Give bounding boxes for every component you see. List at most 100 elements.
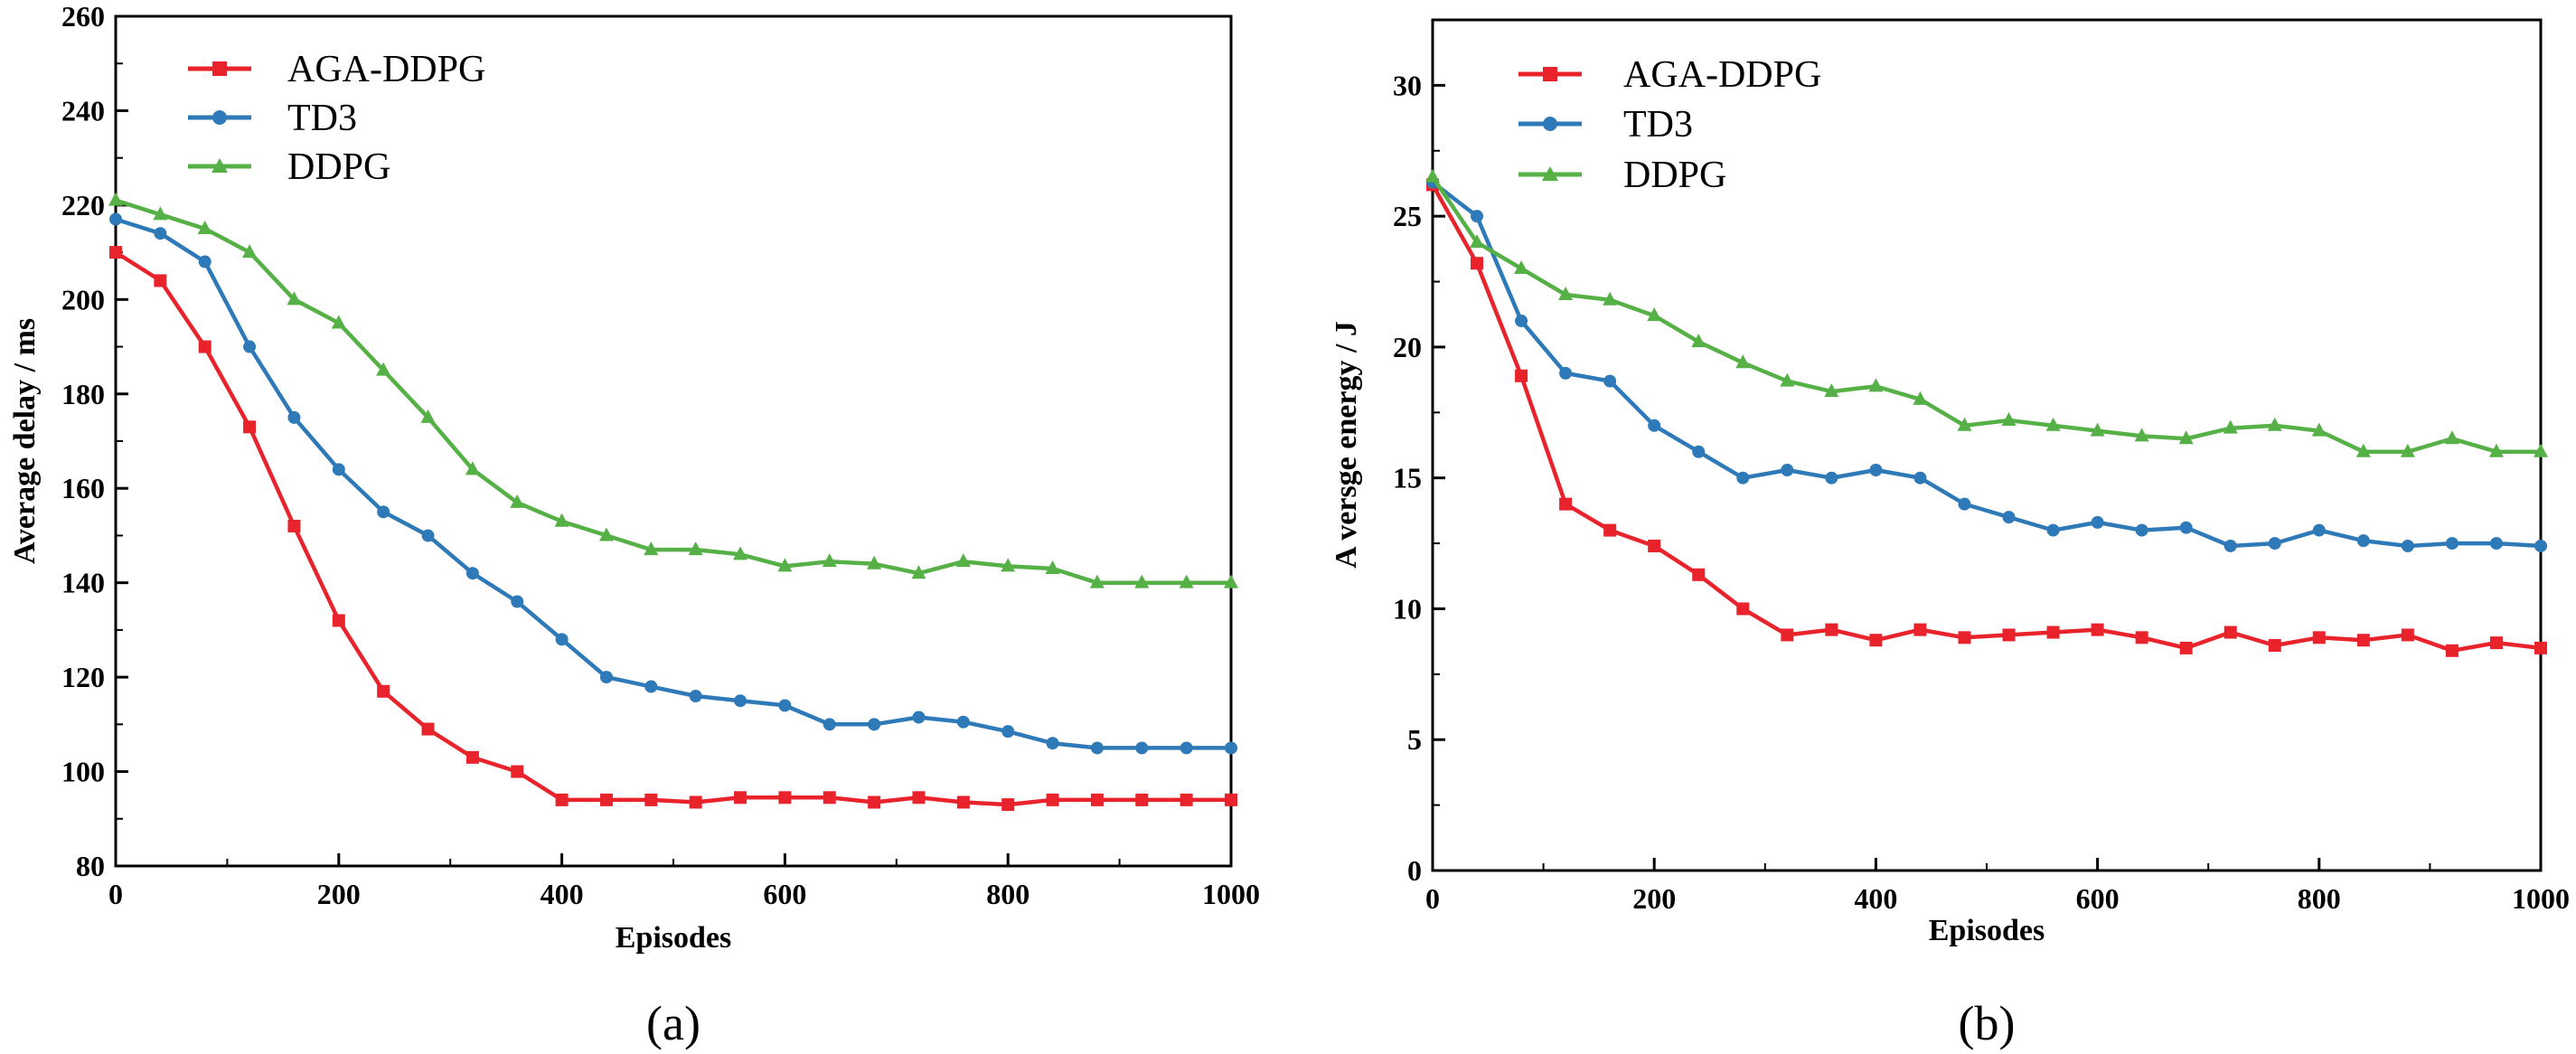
panel-b-point-ddpg: [1558, 287, 1574, 301]
panel-b-point-td3: [1471, 210, 1484, 223]
panel-a-point-ddpg: [911, 565, 926, 579]
panel-b-point-aga-ddpg: [2489, 636, 2503, 650]
panel-a-point-aga-ddpg: [1225, 793, 1237, 806]
panel-a-y-tick-label: 120: [61, 661, 105, 693]
panel-a-point-ddpg: [867, 555, 882, 569]
panel-b-point-td3: [2135, 523, 2148, 537]
panel-a-legend-label-td3: TD3: [287, 98, 357, 139]
panel-b-point-td3: [2445, 537, 2458, 551]
panel-b-y-tick-label: 30: [1393, 69, 1422, 101]
panel-b-point-td3: [2002, 511, 2016, 524]
panel-a-point-ddpg: [554, 513, 569, 527]
panel-b-point-ddpg: [2488, 443, 2504, 457]
panel-a-point-aga-ddpg: [644, 793, 658, 806]
panel-a-y-tick-label: 80: [76, 850, 105, 882]
panel-b-point-aga-ddpg: [2135, 631, 2148, 645]
panel-a-caption: (a): [646, 996, 700, 1050]
panel-b-point-aga-ddpg: [2312, 631, 2326, 645]
panel-b-point-td3: [1515, 314, 1528, 327]
panel-a-x-tick-label: 400: [541, 878, 584, 910]
panel-b-point-aga-ddpg: [1913, 623, 1927, 636]
panel-b-legend-label-ddpg: DDPG: [1623, 155, 1726, 196]
panel-b-series-line-td3: [1431, 180, 2542, 549]
panel-b-point-aga-ddpg: [2534, 641, 2547, 654]
panel-b-point-td3: [1913, 471, 1927, 485]
panel-b-y-tick-label: 5: [1407, 723, 1422, 756]
panel-a-point-aga-ddpg: [243, 420, 257, 434]
panel-b-energy-chart: 0 200 400 600 800 1000 0 5 10 15 20 25 30 AGA-DDPG T…: [1330, 18, 2570, 1050]
panel-b-point-ddpg: [2400, 443, 2415, 457]
panel-a-legend: AGA-DDPG TD3 DDPG: [188, 49, 485, 188]
panel-b-point-aga-ddpg: [2179, 641, 2193, 654]
panel-b-point-ddpg: [2223, 419, 2238, 434]
panel-a-point-td3: [154, 227, 167, 240]
panel-b-point-td3: [2401, 539, 2414, 552]
panel-a-plot-frame: [114, 14, 1233, 868]
panel-a-point-ddpg: [1045, 560, 1060, 574]
panel-b-point-td3: [1648, 419, 1661, 432]
panel-a-x-tick-label: 200: [317, 878, 361, 910]
panel-a-point-aga-ddpg: [1001, 798, 1015, 812]
panel-b-x-tick-label: 0: [1425, 882, 1440, 915]
panel-a-series-line-aga-ddpg: [114, 250, 1231, 807]
panel-a-point-aga-ddpg: [734, 791, 747, 805]
panel-b-series-line-ddpg: [1431, 175, 2541, 454]
panel-a-point-ddpg: [197, 221, 212, 234]
panel-b-point-aga-ddpg: [2356, 634, 2370, 647]
panel-a-point-td3: [778, 699, 792, 712]
panel-a-point-td3: [1180, 741, 1193, 755]
panel-a-x-tick-label: 0: [108, 878, 123, 910]
panel-a-point-td3: [956, 715, 970, 729]
panel-b-point-td3: [2091, 515, 2104, 529]
panel-a-point-td3: [465, 567, 479, 580]
panel-a-point-aga-ddpg: [511, 765, 524, 778]
panel-a-y-tick-label: 160: [61, 472, 105, 504]
panel-a-legend-item-td3: TD3: [188, 98, 357, 139]
panel-a-point-aga-ddpg: [689, 795, 702, 809]
panel-b-point-ddpg: [2311, 422, 2327, 437]
panel-a-series-line-ddpg: [115, 198, 1231, 585]
panel-b-point-aga-ddpg: [2268, 638, 2281, 652]
panel-b-legend-item-aga-ddpg: AGA-DDPG: [1518, 54, 1821, 96]
panel-b-point-td3: [1603, 374, 1617, 388]
panel-b-point-td3: [2534, 539, 2547, 552]
panel-a-point-aga-ddpg: [778, 791, 792, 805]
panel-a-y-tick-label: 200: [61, 283, 105, 315]
panel-b-point-ddpg: [2267, 417, 2282, 431]
panel-a-legend-item-ddpg: DDPG: [188, 146, 390, 188]
panel-a-point-td3: [868, 718, 881, 731]
panel-b-point-aga-ddpg: [2445, 644, 2458, 657]
panel-b-point-ddpg: [1691, 334, 1706, 348]
panel-b-legend-label-td3: TD3: [1623, 104, 1693, 146]
panel-a-point-td3: [599, 671, 613, 684]
panel-b-point-aga-ddpg: [1781, 628, 1794, 642]
panel-a-point-ddpg: [733, 546, 748, 560]
panel-b-legend: AGA-DDPG TD3 DDPG: [1518, 54, 1821, 196]
panel-a-series-line-td3: [115, 217, 1231, 750]
panel-a-point-aga-ddpg: [287, 520, 301, 532]
panel-a-x-tick-label: 1000: [1202, 878, 1260, 910]
panel-a-point-ddpg: [465, 461, 480, 475]
panel-a-y-tick-label: 220: [61, 189, 105, 221]
panel-b-point-aga-ddpg: [1869, 634, 1883, 647]
panel-a-point-aga-ddpg: [823, 791, 836, 805]
panel-a-point-ddpg: [1179, 574, 1194, 588]
panel-a-point-aga-ddpg: [868, 795, 881, 809]
panel-b-point-ddpg: [1780, 372, 1795, 387]
panel-b-point-ddpg: [2444, 430, 2459, 445]
panel-a-y-tick-label: 140: [61, 567, 105, 599]
panel-a-point-ddpg: [1089, 574, 1105, 588]
panel-a-point-td3: [287, 410, 301, 424]
panel-a-point-aga-ddpg: [465, 750, 479, 764]
panel-a-point-ddpg: [510, 494, 525, 508]
panel-b-x-tick-label: 800: [2298, 882, 2341, 915]
panel-a-point-ddpg: [1134, 574, 1150, 588]
panel-b-point-aga-ddpg: [1603, 523, 1617, 537]
panel-a-y-tick-label: 260: [61, 0, 105, 33]
panel-a-point-ddpg: [287, 291, 302, 306]
panel-a-point-aga-ddpg: [198, 340, 212, 353]
panel-a-point-td3: [243, 340, 257, 353]
panel-b-point-td3: [2179, 521, 2193, 534]
panel-b-point-aga-ddpg: [2223, 626, 2237, 639]
panel-a-point-aga-ddpg: [912, 791, 926, 805]
